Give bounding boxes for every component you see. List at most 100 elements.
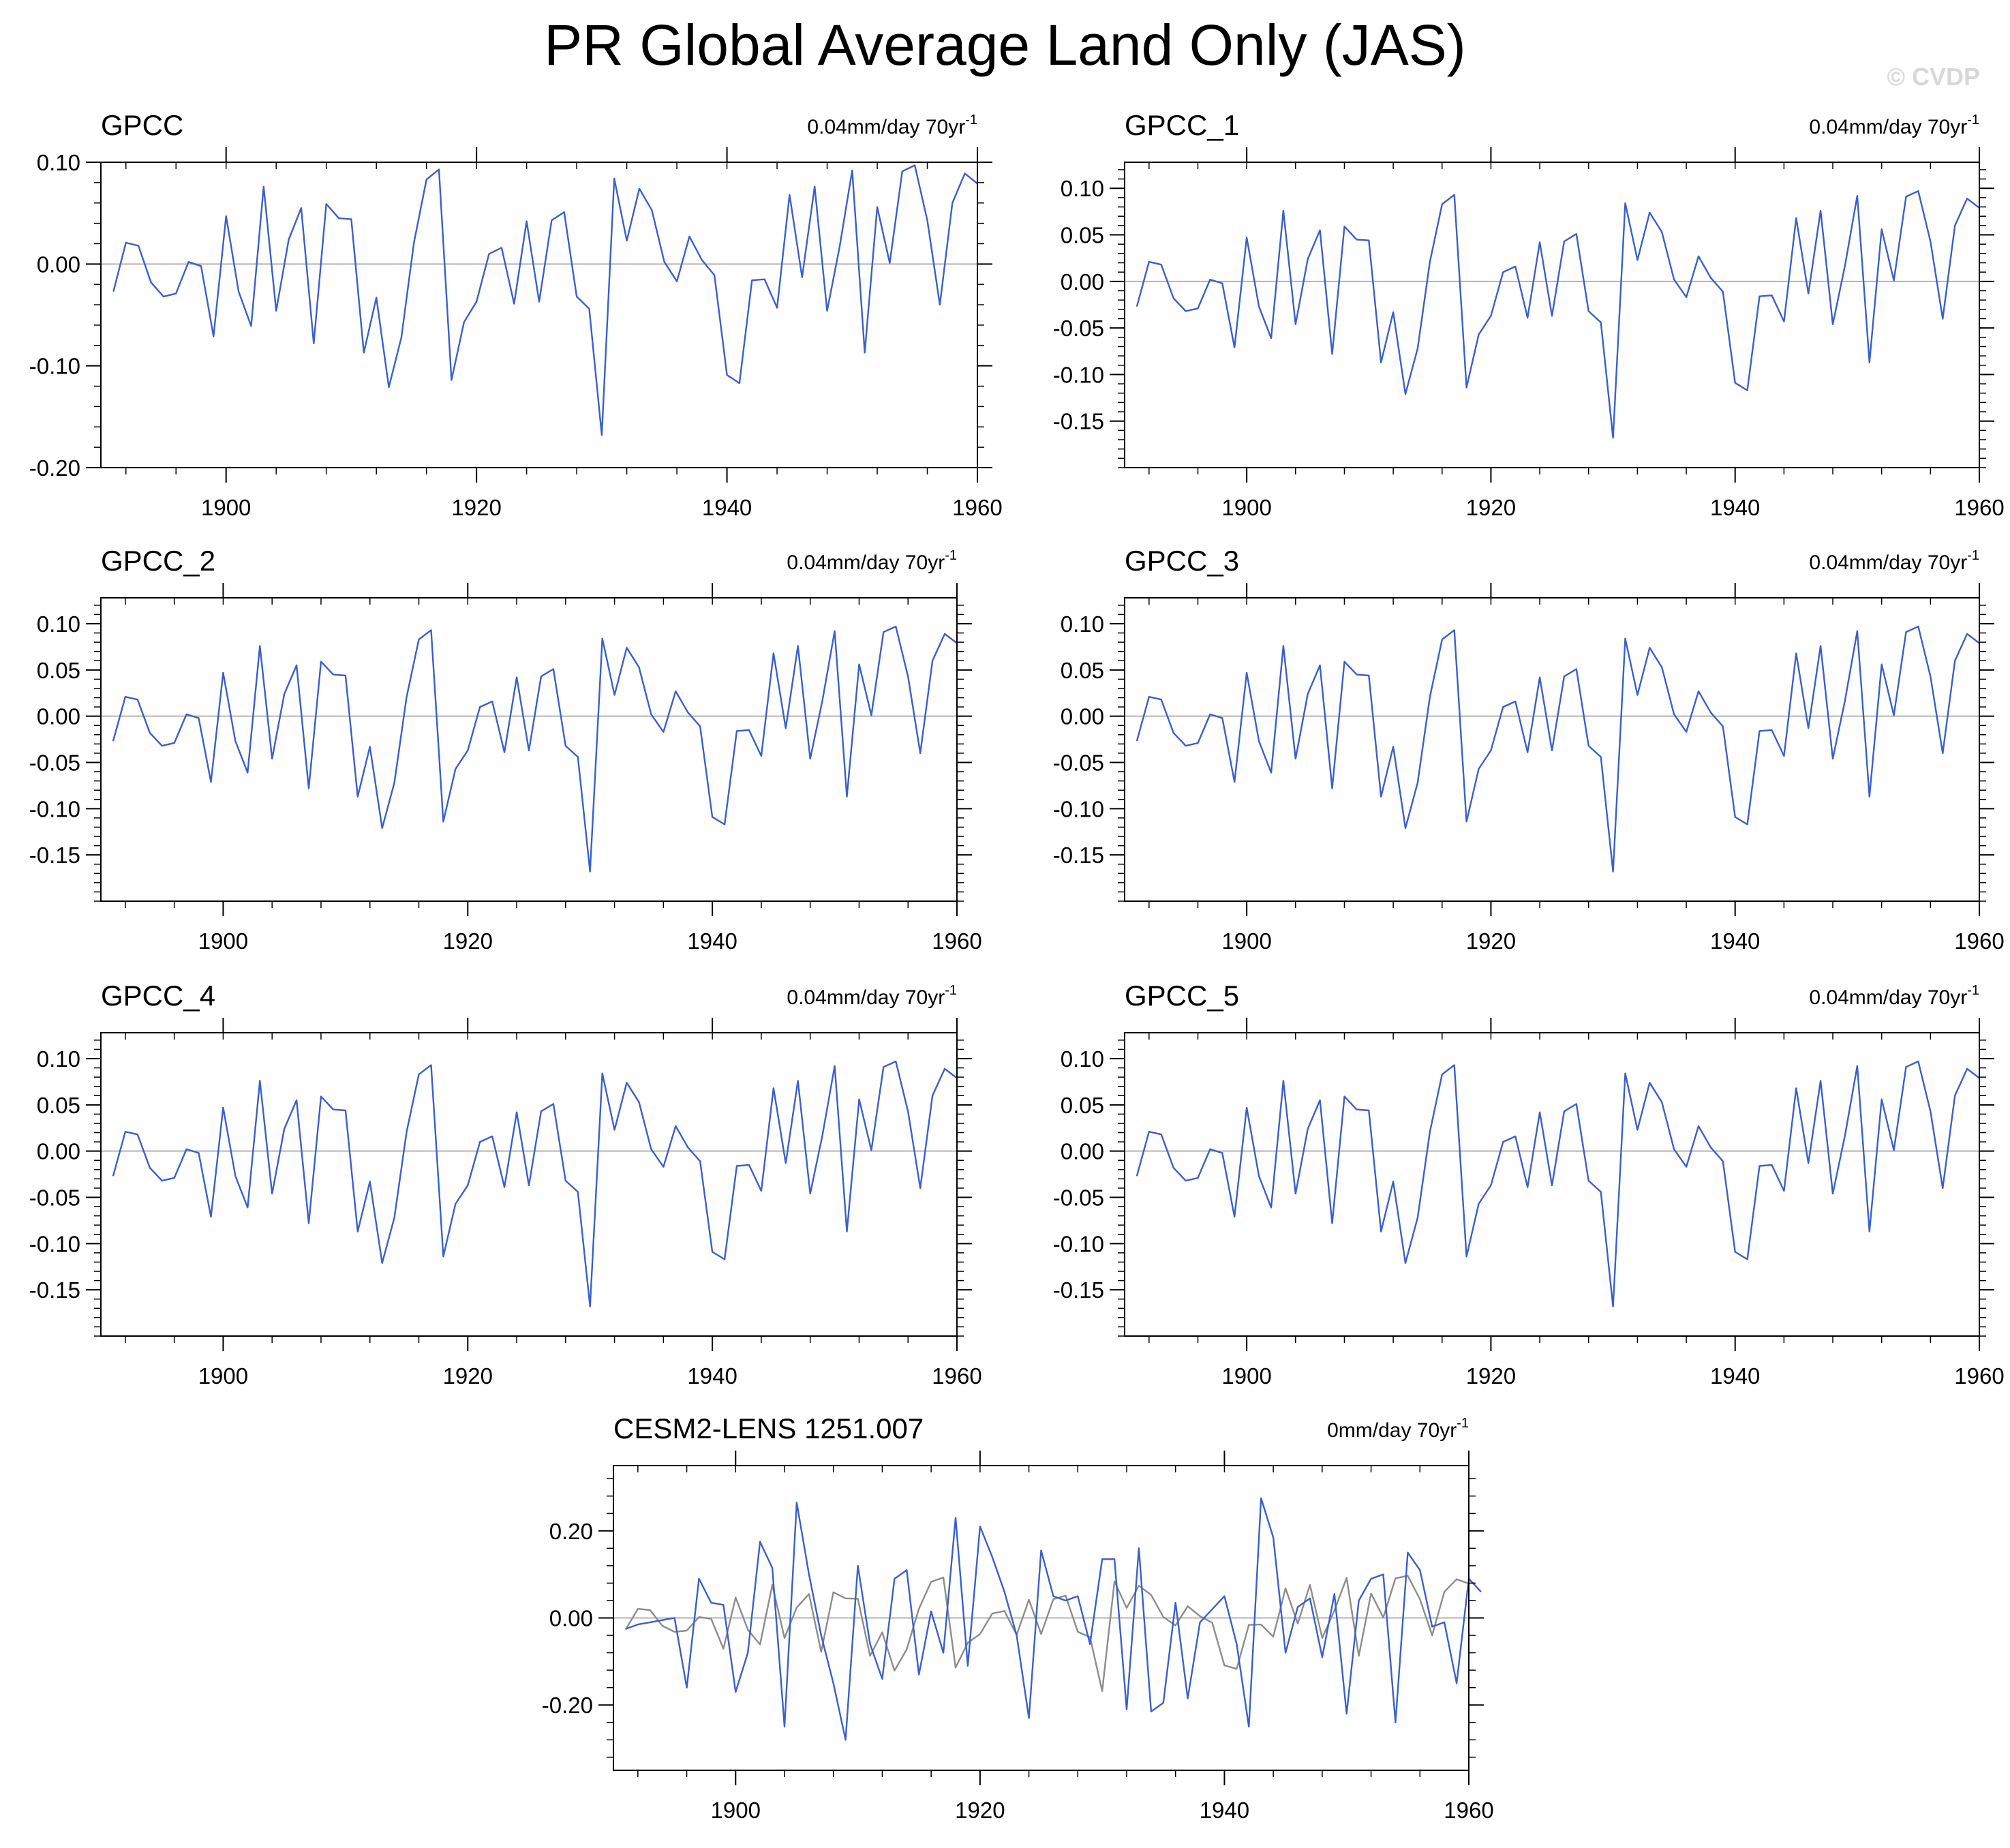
panel-title: CESM2-LENS 1251.007 [613,1412,924,1444]
trend-exponent: -1 [945,983,957,998]
chart-panel-1: -0.15 -0.10 -0.05 0.00 0.05 0.10 1900 1920 1940 1… [1053,109,2005,520]
series-line [625,1497,1482,1741]
trend-label: 0mm/day 70yr-1 [1327,1416,1469,1442]
chart-panel-4: -0.15 -0.10 -0.05 0.00 0.05 0.10 1900 1920 1940 1… [29,980,982,1389]
y-tick-label: -0.10 [29,1231,80,1256]
trend-label: 0.04mm/day 70yr-1 [1809,548,1979,574]
trend-value: 0.04mm/day 70yr [1809,551,1967,574]
y-tick-label: -0.20 [29,455,80,481]
trend-label: 0.04mm/day 70yr-1 [1809,112,1979,138]
trend-exponent: -1 [1967,983,1979,998]
trend-label: 0.04mm/day 70yr-1 [787,548,957,574]
trend-exponent: -1 [945,548,957,563]
y-tick-label: -0.05 [29,1185,80,1210]
x-tick-label: 1920 [443,928,493,954]
y-tick-label: 0.20 [549,1519,593,1544]
y-tick-label: 0.05 [37,1093,80,1118]
series-line [112,625,958,873]
y-tick-label: 0.05 [1061,1093,1104,1118]
x-tick-label: 1940 [687,1363,737,1389]
panel-title: GPCC [101,109,183,141]
y-tick-label: 0.05 [1061,658,1104,683]
plot-frame [1124,162,1980,468]
chart-panel-2: -0.15 -0.10 -0.05 0.00 0.05 0.10 1900 1920 1940 1… [29,545,982,954]
y-tick-label: -0.05 [1053,750,1104,775]
x-tick-label: 1960 [952,495,1002,520]
y-tick-label: 0.10 [1061,611,1104,637]
trend-exponent: -1 [1967,548,1979,563]
x-tick-label: 1920 [1466,1363,1516,1389]
panel-title: GPCC_4 [101,980,215,1012]
y-tick-label: 0.00 [37,1139,80,1164]
chart-panel-0: -0.20 -0.10 0.00 0.10 1900 1920 1940 1960 GPCC 0.… [29,109,1003,520]
chart-panel-3: -0.15 -0.10 -0.05 0.00 0.05 0.10 1900 1920 1940 1… [1053,545,2005,954]
series-line [112,164,978,436]
y-tick-label: 0.05 [37,658,80,683]
plot-frame [100,1032,958,1337]
y-tick-label: 0.10 [1061,176,1104,201]
chart-panel-5: -0.15 -0.10 -0.05 0.00 0.05 0.10 1900 1920 1940 1… [1053,980,2005,1389]
y-tick-label: 0.00 [37,252,80,277]
trend-value: 0.04mm/day 70yr [807,116,965,138]
x-tick-label: 1940 [1710,1363,1760,1389]
y-tick-label: -0.15 [29,843,80,868]
plot-frame [100,162,978,468]
trend-value: 0.04mm/day 70yr [787,551,945,574]
trend-value: 0.04mm/day 70yr [1809,116,1967,138]
page-title: PR Global Average Land Only (JAS) [544,13,1466,77]
y-tick-label: -0.15 [1053,843,1104,868]
y-tick-label: 0.10 [37,150,80,175]
y-tick-label: -0.10 [1053,362,1104,387]
plot-frame [1124,597,1980,902]
cvdp-watermark: © CVDP [1887,63,1980,91]
chart-panel-6: -0.20 0.00 0.20 1900 1920 1940 1960 CESM2-LENS … [542,1412,1494,1823]
x-tick-label: 1900 [198,1363,248,1389]
series-line [1136,190,1980,439]
y-tick-label: -0.05 [1053,1185,1104,1210]
plot-frame [1124,1032,1980,1337]
trend-label: 0.04mm/day 70yr-1 [787,983,957,1009]
series-line [1136,1060,1980,1307]
trend-exponent: -1 [1967,112,1979,127]
x-tick-label: 1940 [702,495,752,520]
y-tick-label: -0.15 [1053,409,1104,434]
series-line [112,1060,958,1307]
y-tick-label: 0.00 [1061,269,1104,294]
x-tick-label: 1960 [1954,928,2004,954]
y-tick-label: -0.05 [29,750,80,775]
x-tick-label: 1900 [1221,928,1271,954]
y-tick-label: -0.15 [29,1277,80,1303]
y-tick-label: -0.10 [1053,796,1104,821]
series-line [1136,625,1980,873]
x-tick-label: 1900 [198,928,248,954]
y-tick-label: 0.00 [549,1606,593,1631]
trend-exponent: -1 [1457,1416,1469,1431]
y-tick-label: 0.10 [1061,1046,1104,1072]
trend-exponent: -1 [965,112,977,127]
panel-title: GPCC_2 [101,545,215,577]
x-tick-label: 1920 [955,1798,1005,1823]
y-tick-label: 0.00 [1061,1139,1104,1164]
y-tick-label: -0.10 [29,796,80,821]
y-tick-label: -0.10 [29,354,80,379]
x-tick-label: 1900 [201,495,251,520]
x-tick-label: 1900 [711,1798,761,1823]
trend-value: 0mm/day 70yr [1327,1419,1457,1442]
x-tick-label: 1960 [932,928,981,954]
y-tick-label: -0.10 [1053,1231,1104,1256]
x-tick-label: 1920 [1466,928,1516,954]
y-tick-label: -0.20 [542,1693,593,1718]
trend-label: 0.04mm/day 70yr-1 [1809,983,1979,1009]
y-tick-label: 0.10 [37,1046,80,1072]
x-tick-label: 1960 [932,1363,981,1389]
y-tick-label: 0.10 [37,611,80,637]
x-tick-label: 1920 [451,495,501,520]
plot-frame [100,597,958,902]
trend-label: 0.04mm/day 70yr-1 [807,112,977,138]
x-tick-label: 1920 [1466,495,1516,520]
x-tick-label: 1960 [1954,495,2004,520]
trend-value: 0.04mm/day 70yr [1809,986,1967,1009]
y-tick-label: 0.05 [1061,223,1104,248]
y-tick-label: 0.00 [1061,704,1104,729]
